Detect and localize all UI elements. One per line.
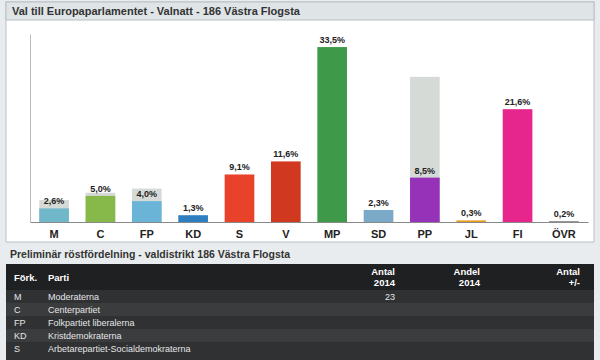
data-label: 33,5% bbox=[319, 35, 345, 45]
x-tick-label: KD bbox=[185, 228, 201, 240]
bar bbox=[271, 161, 301, 222]
table-header-cell: Antal2014 bbox=[371, 266, 395, 288]
table-cell: Folkpartiet liberalerna bbox=[48, 318, 135, 328]
bar bbox=[86, 196, 116, 222]
x-tick-label: MP bbox=[324, 228, 341, 240]
x-tick: FP bbox=[140, 222, 154, 240]
table-cell: M bbox=[14, 292, 22, 302]
table-cell: Centerpartiet bbox=[48, 305, 101, 315]
data-label: 0,2% bbox=[554, 209, 575, 219]
bar bbox=[503, 109, 533, 222]
x-tick: JL bbox=[465, 222, 478, 240]
bar bbox=[364, 210, 394, 222]
bar bbox=[225, 174, 255, 222]
x-tick-label: V bbox=[282, 228, 290, 240]
data-labels: 2,6% 5,0% 4,0% 1,3% 9,1% 11,6% 33,5% 2,3% 8,5% 0,… bbox=[44, 35, 574, 219]
table-title: Preliminär röstfördelning - valdistrikt … bbox=[10, 248, 290, 260]
table-cell: Moderaterna bbox=[48, 292, 99, 302]
x-axis-line bbox=[31, 222, 589, 223]
data-label: 4,0% bbox=[137, 189, 158, 199]
table-header-cell: Förk. bbox=[14, 272, 37, 283]
x-tick-label: M bbox=[50, 228, 59, 240]
bar bbox=[132, 189, 162, 222]
chart-panel bbox=[6, 2, 594, 242]
x-tick-label: S bbox=[236, 228, 243, 240]
x-tick: ÖVR bbox=[552, 222, 576, 240]
bar bbox=[86, 193, 116, 222]
table-cell: FP bbox=[14, 318, 26, 328]
data-label: 8,5% bbox=[415, 166, 436, 176]
x-tick-label: ÖVR bbox=[552, 228, 576, 240]
x-axis: M C FP KD S V MP SD PP JL FI ÖVR bbox=[31, 222, 589, 240]
x-tick-label: PP bbox=[418, 228, 433, 240]
data-label: 11,6% bbox=[273, 149, 298, 159]
table-cell: Arbetarepartiet-Socialdemokraterna bbox=[48, 344, 191, 354]
table-cell: KD bbox=[14, 331, 27, 341]
bar bbox=[178, 215, 208, 222]
chart-title: Val till Europaparlamentet - Valnatt - 1… bbox=[12, 5, 301, 17]
table-row-band bbox=[6, 329, 594, 342]
x-tick: KD bbox=[185, 222, 201, 240]
table-header-cell: Antal+/- bbox=[556, 266, 580, 288]
y-axis-line bbox=[30, 35, 31, 223]
table-body bbox=[6, 264, 594, 360]
data-label: 2,6% bbox=[44, 196, 65, 206]
x-tick: FI bbox=[513, 222, 523, 240]
table-cell: C bbox=[14, 305, 21, 315]
x-tick: MP bbox=[324, 222, 341, 240]
bar bbox=[39, 208, 69, 222]
x-tick-label: JL bbox=[465, 228, 478, 240]
x-tick: M bbox=[50, 222, 59, 240]
data-label: 2,3% bbox=[368, 198, 389, 208]
x-tick-label: SD bbox=[371, 228, 386, 240]
x-tick: SD bbox=[371, 222, 386, 240]
screen: Val till Europaparlamentet - Valnatt - 1… bbox=[0, 0, 600, 360]
table-header-cell: Parti bbox=[48, 272, 69, 283]
plot-area bbox=[39, 47, 578, 222]
x-tick-label: FP bbox=[140, 228, 154, 240]
bar bbox=[456, 220, 486, 222]
bar bbox=[132, 201, 162, 222]
data-label: 0,3% bbox=[461, 208, 482, 218]
data-label: 1,3% bbox=[183, 203, 204, 213]
x-tick: C bbox=[96, 222, 104, 240]
table-cell: S bbox=[14, 344, 20, 354]
x-tick: S bbox=[236, 222, 243, 240]
table-cell: Kristdemokraterna bbox=[48, 331, 122, 341]
bar bbox=[549, 221, 579, 222]
y-axis bbox=[30, 35, 31, 223]
bar bbox=[410, 77, 440, 222]
table-header-cell: Andel2014 bbox=[454, 266, 481, 288]
table-cell: 23 bbox=[385, 292, 395, 302]
table-header bbox=[6, 264, 594, 290]
table-row-band bbox=[6, 303, 594, 316]
title-bar bbox=[6, 2, 594, 20]
data-label: 9,1% bbox=[229, 162, 250, 172]
x-tick: PP bbox=[418, 222, 433, 240]
bar bbox=[317, 47, 347, 222]
bar bbox=[410, 178, 440, 222]
data-label: 21,6% bbox=[505, 97, 531, 107]
x-tick-label: C bbox=[96, 228, 104, 240]
x-tick-label: FI bbox=[513, 228, 523, 240]
x-tick: V bbox=[282, 222, 290, 240]
data-label: 5,0% bbox=[90, 184, 111, 194]
